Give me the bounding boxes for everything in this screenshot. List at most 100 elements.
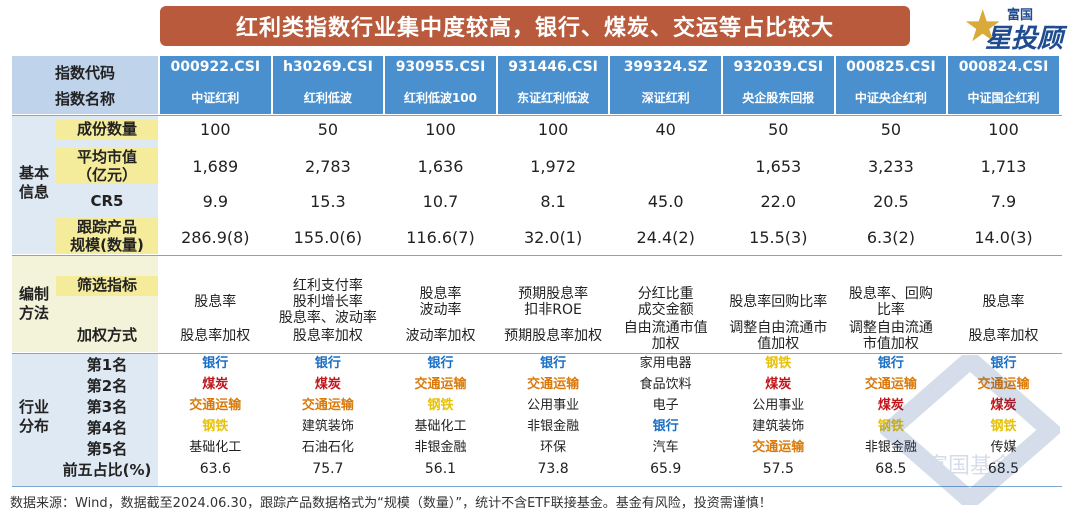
column-header: 000922.CSI 中证红利: [160, 56, 271, 114]
cell-tracking: 116.6(7): [406, 228, 475, 247]
column-header: 000824.CSI 中证国企红利: [948, 56, 1059, 114]
cell-avg-cap: 1,972: [530, 157, 576, 176]
column-header: 930955.CSI 红利低波100: [385, 56, 496, 114]
logo-bottom-text: 星投顾: [985, 24, 1064, 54]
cell-tracking: 14.0(3): [974, 228, 1033, 247]
divider: [12, 353, 1062, 354]
cell-top5: 65.9: [650, 461, 682, 477]
cell-rank4: 非银金融: [527, 419, 580, 434]
cell-rank3: 交通运输: [189, 398, 242, 413]
column-header: 931446.CSI 东证红利低波: [497, 56, 609, 114]
row-label-avg-cap: 平均市值 （亿元）: [56, 148, 158, 184]
cell-top5: 68.5: [875, 461, 907, 477]
divider: [12, 115, 1062, 116]
cell-tracking: 24.4(2): [636, 228, 695, 247]
cell-cr5: 45.0: [647, 192, 684, 211]
cell-screen: 股息率: [982, 294, 1025, 310]
cell-rank4: 银行: [652, 419, 679, 434]
row-label-rank5: 第5名: [86, 440, 128, 458]
row-label-screen: 筛选指标: [56, 276, 158, 296]
logo-top-text: 富国: [1007, 8, 1034, 23]
column-header: h30269.CSI 红利低波: [272, 56, 384, 114]
row-label-constituents: 成份数量: [56, 120, 158, 140]
cell-cr5: 10.7: [422, 192, 459, 211]
cell-rank2: 交通运输: [527, 377, 580, 392]
page-title: 红利类指数行业集中度较高，银行、煤炭、交运等占比较大: [235, 16, 834, 41]
cell-avg-cap: 3,233: [867, 157, 914, 176]
row-label-cr5: CR5: [90, 192, 124, 210]
watermark-logo-icon: 富国基金: [880, 355, 1060, 505]
cell-rank3: 煤炭: [877, 398, 904, 413]
cell-rank3: 煤炭: [990, 398, 1017, 413]
cell-top5: 57.5: [762, 461, 794, 477]
cell-screen: 股息率: [194, 294, 237, 310]
index-code: 931446.CSI: [508, 59, 598, 75]
cell-weight: 股息率加权: [968, 328, 1039, 344]
index-name: 红利低波100: [403, 91, 478, 105]
cell-rank1: 银行: [314, 356, 341, 371]
cell-rank5: 环保: [540, 440, 567, 455]
cell-rank4: 建筑装饰: [752, 419, 805, 434]
cell-cr5: 9.9: [202, 192, 229, 211]
cell-rank5: 非银金融: [864, 440, 917, 455]
cell-tracking: 6.3(2): [866, 228, 915, 247]
column-header: 932039.CSI 央企股东回报: [723, 56, 834, 114]
row-label-weight: 加权方式: [76, 326, 137, 344]
section-industry-title: 行业 分布: [18, 398, 49, 435]
cell-rank2: 煤炭: [314, 377, 341, 392]
method-section: 编制 方法 筛选指标 加权方式: [12, 256, 158, 352]
section-method-title: 编制 方法: [18, 285, 49, 322]
cell-rank5: 交通运输: [752, 440, 805, 455]
cell-constituents: 100: [988, 120, 1019, 139]
brand-logo: ★ 富国 星投顾: [963, 2, 1073, 55]
cell-constituents: 100: [200, 120, 231, 139]
footer-note: 数据来源：Wind，数据截至2024.06.30，跟踪产品数据格式为“规模（数量…: [10, 496, 772, 511]
index-code: 000824.CSI: [958, 59, 1049, 75]
index-name: 深证红利: [641, 91, 690, 105]
divider: [12, 255, 1062, 256]
cell-top5: 63.6: [199, 461, 231, 477]
cell-cr5: 20.5: [873, 192, 909, 211]
cell-tracking: 286.9(8): [181, 228, 250, 247]
cell-weight: 股息率加权: [180, 328, 251, 344]
cell-rank4: 钢铁: [877, 419, 904, 434]
cell-weight: 预期股息率加权: [504, 328, 603, 344]
cell-rank4: 钢铁: [202, 419, 229, 434]
cell-screen: 分红比重 成交金额: [637, 286, 694, 318]
index-code: h30269.CSI: [282, 59, 373, 75]
cell-rank5: 非银金融: [414, 440, 467, 455]
cell-weight: 调整自由流通市值加权: [848, 320, 933, 352]
cell-rank2: 交通运输: [977, 377, 1030, 392]
cell-constituents: 50: [317, 120, 339, 139]
cell-constituents: 100: [537, 120, 569, 139]
index-code: 930955.CSI: [395, 59, 486, 75]
cell-rank1: 银行: [877, 356, 904, 371]
index-name: 中证国企红利: [967, 91, 1040, 105]
index-name: 东证红利低波: [517, 91, 590, 105]
cell-rank3: 钢铁: [427, 398, 454, 413]
cell-screen: 股息率 波动率: [419, 286, 462, 318]
cell-rank3: 交通运输: [301, 398, 354, 413]
index-name: 央企股东回报: [742, 91, 815, 105]
cell-rank4: 钢铁: [990, 419, 1017, 434]
cell-cr5: 8.1: [540, 192, 566, 211]
cell-screen: 红利支付率 股利增长率 股息率、波动率: [278, 278, 377, 326]
cell-rank2: 煤炭: [202, 377, 229, 392]
index-name: 中证红利: [191, 91, 240, 105]
row-label-rank4: 第4名: [86, 419, 128, 437]
cell-tracking: 32.0(1): [523, 228, 583, 247]
row-label-rank3: 第3名: [86, 398, 128, 416]
cell-rank3: 公用事业: [527, 398, 580, 413]
cell-constituents: 40: [655, 120, 676, 139]
cell-rank1: 银行: [427, 356, 454, 371]
cell-screen: 股息率回购比率: [729, 294, 828, 310]
cell-weight: 股息率加权: [292, 328, 363, 344]
cell-rank5: 汽车: [652, 440, 679, 455]
cell-avg-cap: 1,653: [755, 157, 802, 176]
cell-rank3: 电子: [652, 398, 679, 413]
row-label-top5: 前五占比(%): [62, 461, 152, 479]
cell-screen: 股息率、回购 比率: [848, 286, 933, 318]
column-header: 399324.SZ 深证红利: [610, 56, 721, 114]
cell-constituents: 100: [425, 120, 456, 139]
section-basic-title: 基本 信息: [18, 164, 49, 201]
